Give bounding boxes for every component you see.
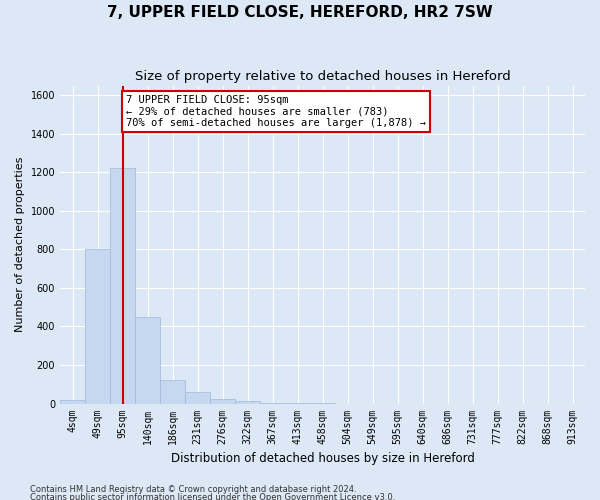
Text: 7 UPPER FIELD CLOSE: 95sqm
← 29% of detached houses are smaller (783)
70% of sem: 7 UPPER FIELD CLOSE: 95sqm ← 29% of deta… [126, 95, 426, 128]
X-axis label: Distribution of detached houses by size in Hereford: Distribution of detached houses by size … [170, 452, 475, 465]
Bar [60, 400, 85, 404]
Bar [160, 380, 185, 404]
Bar [185, 392, 210, 404]
Bar [235, 400, 260, 404]
Text: Contains public sector information licensed under the Open Government Licence v3: Contains public sector information licen… [30, 492, 395, 500]
Bar [110, 168, 135, 404]
Text: 7, UPPER FIELD CLOSE, HEREFORD, HR2 7SW: 7, UPPER FIELD CLOSE, HEREFORD, HR2 7SW [107, 5, 493, 20]
Title: Size of property relative to detached houses in Hereford: Size of property relative to detached ho… [134, 70, 511, 83]
Y-axis label: Number of detached properties: Number of detached properties [15, 157, 25, 332]
Bar [135, 317, 160, 404]
Bar [210, 398, 235, 404]
Bar [85, 250, 110, 404]
Bar [285, 402, 310, 404]
Text: Contains HM Land Registry data © Crown copyright and database right 2024.: Contains HM Land Registry data © Crown c… [30, 486, 356, 494]
Bar [260, 402, 285, 404]
